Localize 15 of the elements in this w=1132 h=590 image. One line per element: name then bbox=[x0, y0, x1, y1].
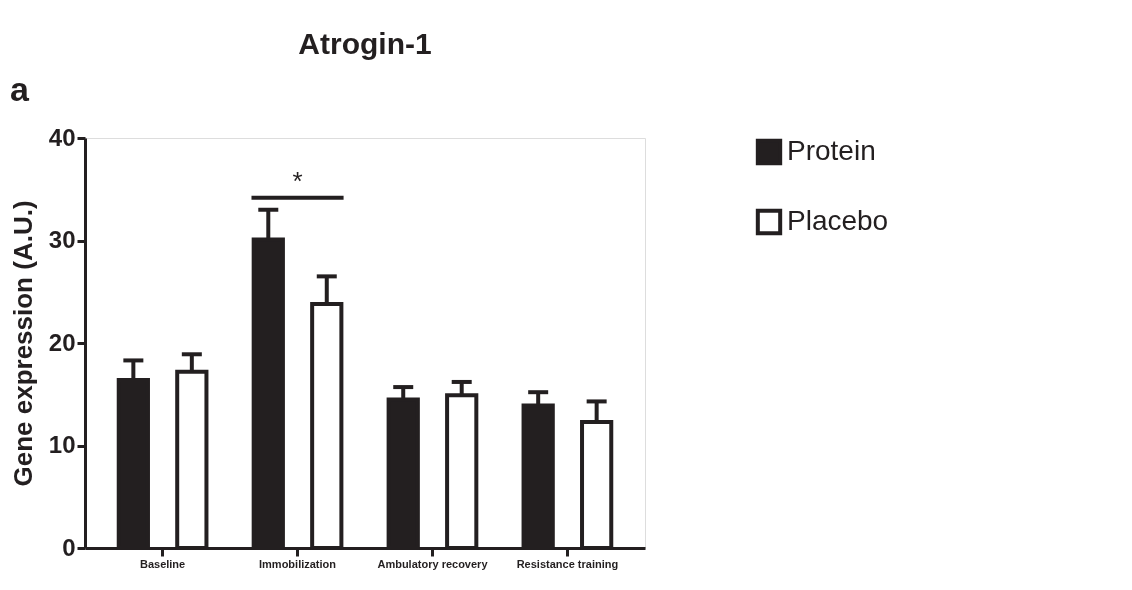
y-tick-label: 0 bbox=[62, 533, 76, 561]
y-axis-title: Gene expression (A.U.) bbox=[7, 200, 38, 487]
x-tick-label: Ambulatory recovery bbox=[377, 557, 489, 570]
y-tick-label: 30 bbox=[48, 226, 76, 253]
x-tick-label: Resistance training bbox=[516, 557, 619, 570]
legend-label: Protein bbox=[787, 135, 876, 166]
y-tick-label: 40 bbox=[48, 123, 76, 151]
text: a bbox=[10, 70, 30, 108]
x-tick-label: Immobilization bbox=[259, 557, 337, 570]
chart-title: Atrogin-1 bbox=[298, 27, 432, 60]
y-tick-label: 10 bbox=[48, 431, 76, 458]
y-tick-label: 20 bbox=[48, 328, 76, 356]
annotation: * bbox=[292, 165, 303, 196]
x-tick-label: Baseline bbox=[139, 557, 186, 570]
legend-label: Placebo bbox=[787, 205, 889, 236]
